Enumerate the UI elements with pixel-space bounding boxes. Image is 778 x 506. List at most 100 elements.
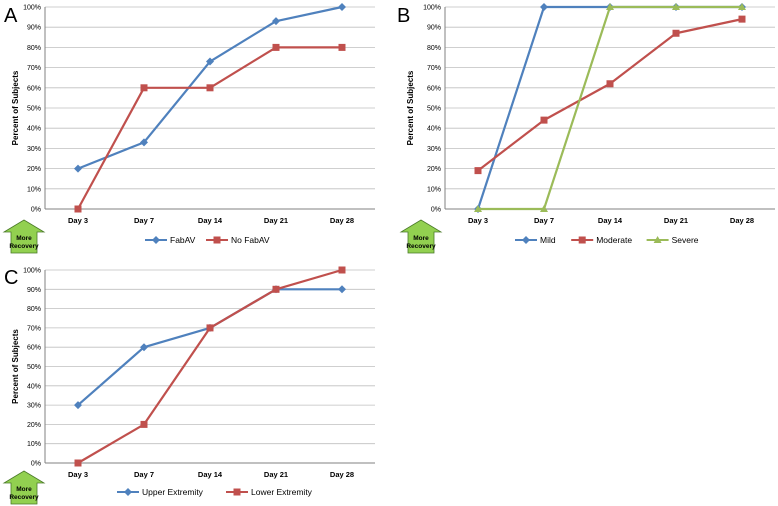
recovery-label-line2: Recovery [406,243,436,250]
legend-marker [233,488,241,496]
data-point [672,29,680,37]
up-arrow-icon [2,219,46,254]
data-point [140,420,148,428]
data-point [140,343,148,352]
y-tick-label: 90% [427,25,441,32]
recovery-label-line1: More [16,235,32,242]
data-point [140,138,148,147]
chart-panel-b: B 0% 10% 20% 30% 40% 50% 60% 70% 80% 90% 100% Day 3 D… [397,3,775,254]
data-point [474,205,482,212]
legend-entry: Severe [646,235,699,245]
data-point [606,80,614,88]
data-point [606,3,614,10]
y-tick-label: 20% [27,422,41,429]
x-tick-label: Day 21 [664,216,688,225]
up-arrow-icon [2,470,46,505]
y-tick-label: 10% [427,186,441,193]
legend-marker [124,488,132,496]
y-tick-label: 80% [427,45,441,52]
legend-label: Severe [672,235,699,245]
up-arrow-icon [399,219,443,254]
y-tick-label: 70% [27,325,41,332]
y-tick-label: 80% [27,306,41,313]
data-point [540,205,548,212]
data-point [206,324,214,332]
legend-marker [213,236,221,244]
y-tick-label: 50% [427,106,441,113]
y-tick-label: 10% [27,441,41,448]
y-tick-label: 100% [423,5,441,12]
y-tick-label: 100% [23,5,41,12]
x-tick-label: Day 21 [264,470,288,479]
panel-letter: C [4,267,18,289]
legend-label: No FabAV [231,235,270,245]
y-tick-label: 0% [431,207,441,214]
legend-marker [578,236,586,244]
data-point [672,3,680,10]
data-point [474,167,482,175]
legend-entry: No FabAV [206,235,270,245]
data-point [338,266,346,274]
recovery-label-line2: Recovery [9,243,39,250]
recovery-label-line2: Recovery [9,494,39,501]
y-tick-label: 0% [31,207,41,214]
panel-letter: A [4,5,18,27]
y-tick-label: 10% [27,186,41,193]
y-tick-label: 90% [27,287,41,294]
x-tick-label: Day 28 [730,216,754,225]
y-tick-label: 30% [27,146,41,153]
x-tick-label: Day 3 [468,216,488,225]
x-tick-label: Day 7 [534,216,554,225]
x-tick-label: Day 7 [134,470,154,479]
legend-entry: FabAV [145,235,196,245]
y-tick-label: 60% [27,345,41,352]
data-point [206,57,214,66]
series-line [477,18,743,172]
x-tick-label: Day 3 [68,470,88,479]
y-tick-label: 20% [27,166,41,173]
legend-label: Lower Extremity [251,487,313,497]
panel-letter: B [397,5,410,27]
legend-label: Upper Extremity [142,487,204,497]
data-point [540,116,548,124]
y-tick-label: 50% [27,106,41,113]
data-point [738,15,746,23]
y-tick-label: 40% [427,126,441,133]
data-point [206,84,214,92]
data-point [74,401,82,410]
recovery-label-line1: More [413,235,429,242]
y-tick-label: 50% [27,364,41,371]
y-tick-label: 100% [23,268,41,275]
y-tick-label: 70% [27,65,41,72]
x-tick-label: Day 14 [198,216,223,225]
data-point [272,285,280,293]
x-tick-label: Day 14 [598,216,623,225]
legend-entry: Upper Extremity [117,487,204,497]
legend-entry: Moderate [571,235,632,245]
y-tick-label: 20% [427,166,441,173]
chart-panel-a: A 0% 10% 20% 30% 40% 50% 60% 70% 80% 90% 100% Day 3 D… [2,3,375,254]
data-point [338,285,346,294]
y-axis-label: Percent of Subjects [406,70,415,145]
y-tick-label: 90% [27,25,41,32]
chart-panel-c: C 0% 10% 20% 30% 40% 50% 60% 70% 80% 90% 100% Day 3 D… [2,266,375,505]
data-point [74,164,82,173]
legend-marker [522,236,530,244]
data-point [272,17,280,26]
y-tick-label: 40% [27,126,41,133]
y-tick-label: 80% [27,45,41,52]
legend-entry: Lower Extremity [226,487,313,497]
x-tick-label: Day 21 [264,216,288,225]
y-axis-label: Percent of Subjects [11,70,20,145]
legend-marker [653,236,662,243]
legend-marker [152,236,160,244]
data-point [74,459,82,467]
data-point [272,43,280,51]
data-point [74,205,82,213]
legend-label: Moderate [596,235,632,245]
x-tick-label: Day 28 [330,216,354,225]
y-tick-label: 0% [31,461,41,468]
